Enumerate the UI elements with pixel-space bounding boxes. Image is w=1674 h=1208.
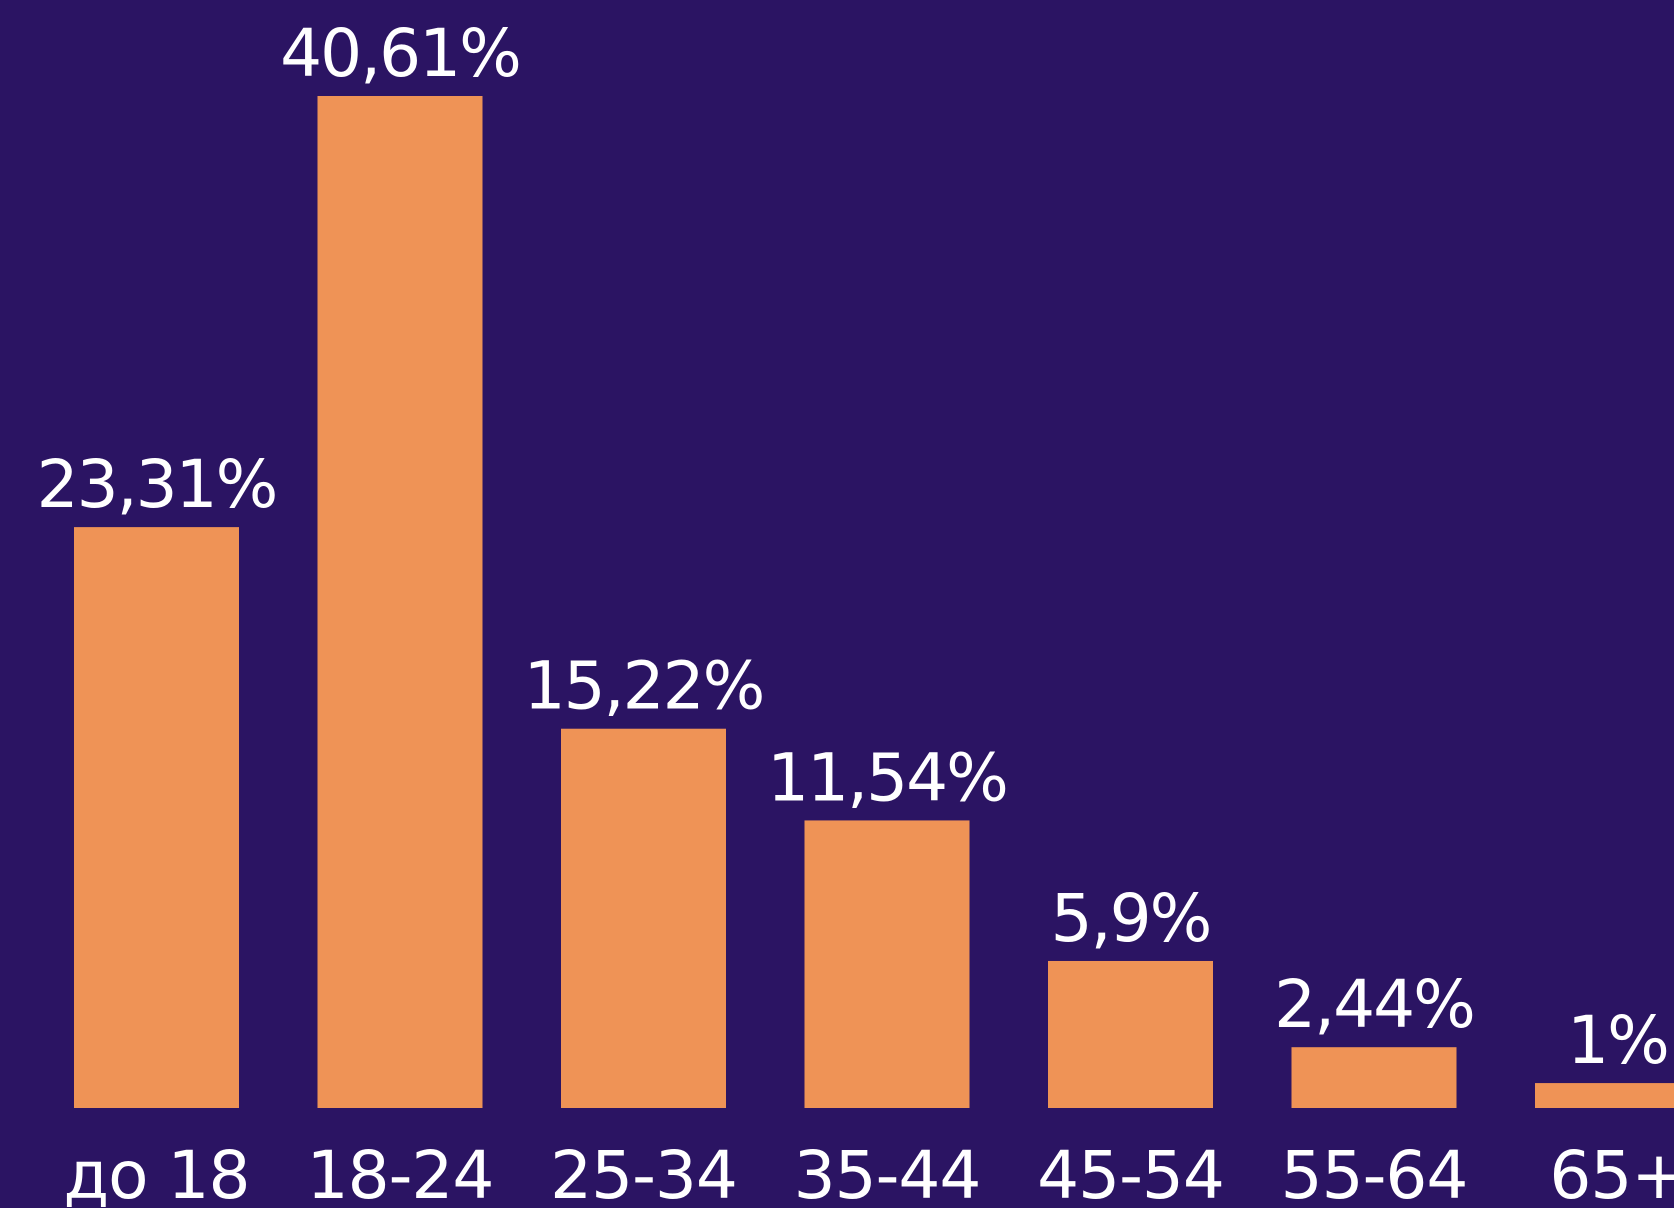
- bars-group: [74, 96, 1674, 1108]
- category-label-0: до 18: [64, 1137, 250, 1208]
- bar-6: [1535, 1083, 1674, 1108]
- bar-1: [317, 96, 483, 1108]
- value-label-6: 1%: [1567, 1002, 1668, 1079]
- value-label-3: 11,54%: [767, 739, 1007, 816]
- value-labels-group: 23,31% 40,61% 15,22%11,54% 5,9% 2,44% 1%: [37, 15, 1670, 1079]
- category-label-2: 25-34: [550, 1137, 737, 1208]
- bar-3: [804, 820, 970, 1108]
- value-label-2: 15,22%: [524, 648, 764, 725]
- category-label-5: 55-64: [1281, 1137, 1468, 1208]
- category-label-6: 65+: [1549, 1137, 1674, 1208]
- bar-5: [1291, 1047, 1457, 1108]
- category-label-4: 45-54: [1037, 1137, 1224, 1208]
- bar-2: [561, 728, 726, 1108]
- category-labels-group: до 18 18-24 25-34 35-44 45-54 55-64 65+: [64, 1137, 1674, 1208]
- bar-4: [1048, 960, 1213, 1108]
- value-label-1: 40,61%: [280, 15, 520, 92]
- category-label-3: 35-44: [794, 1137, 981, 1208]
- value-label-5: 2,44%: [1274, 966, 1474, 1043]
- value-label-4: 5,9%: [1051, 880, 1211, 957]
- value-label-0: 23,31%: [37, 446, 277, 523]
- category-label-1: 18-24: [307, 1137, 494, 1208]
- bar-0: [74, 527, 239, 1108]
